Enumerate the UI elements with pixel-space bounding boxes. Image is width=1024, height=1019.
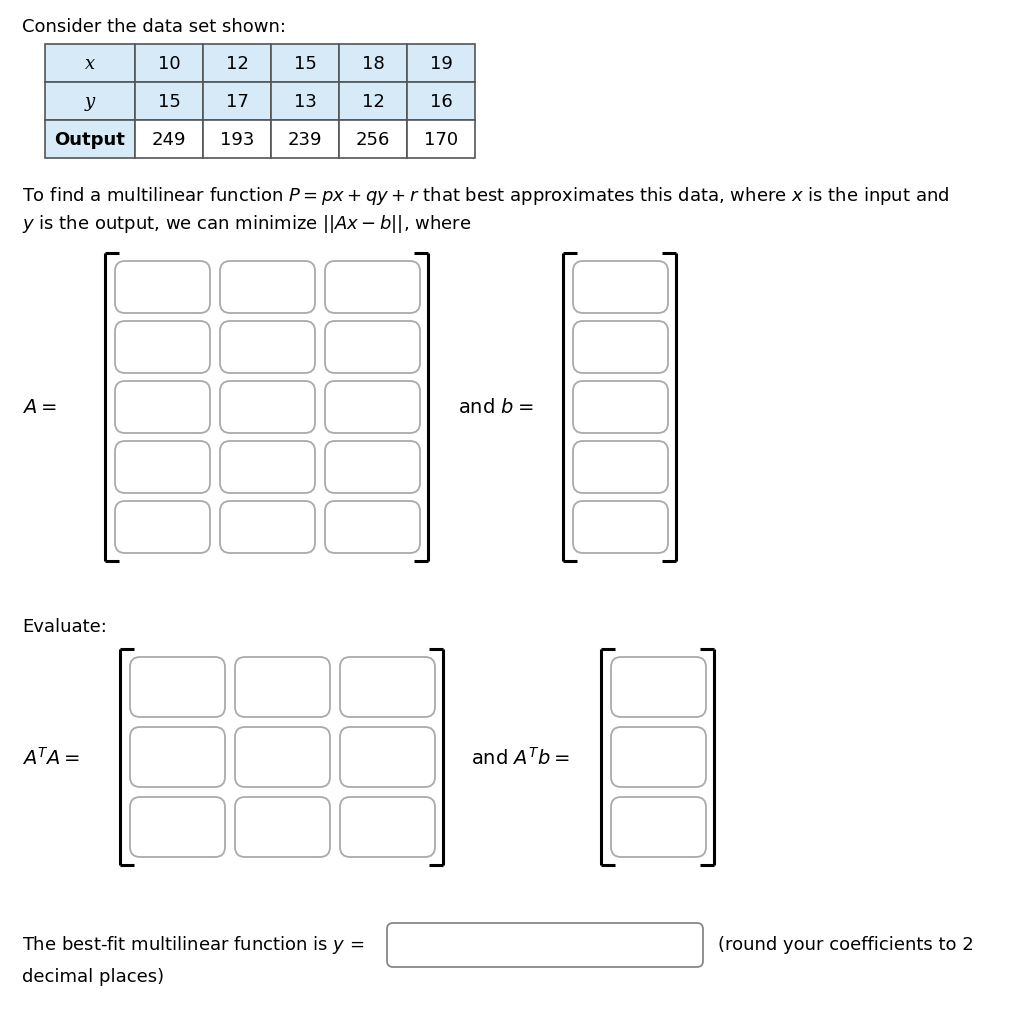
Text: and $A^T b =$: and $A^T b =$ xyxy=(471,746,570,768)
FancyBboxPatch shape xyxy=(611,657,706,717)
Text: and $b =$: and $b =$ xyxy=(458,398,534,417)
Text: $y$ is the output, we can minimize $||Ax - b||$, where: $y$ is the output, we can minimize $||Ax… xyxy=(22,213,471,234)
FancyBboxPatch shape xyxy=(573,262,668,314)
FancyBboxPatch shape xyxy=(340,797,435,857)
Text: 239: 239 xyxy=(288,130,323,149)
FancyBboxPatch shape xyxy=(130,728,225,788)
FancyBboxPatch shape xyxy=(115,441,210,493)
Text: 19: 19 xyxy=(429,55,453,73)
Text: 12: 12 xyxy=(361,93,384,111)
FancyBboxPatch shape xyxy=(325,382,420,433)
FancyBboxPatch shape xyxy=(203,121,271,159)
Text: Evaluate:: Evaluate: xyxy=(22,618,106,636)
Text: To find a multilinear function $P = px + qy + r$ that best approximates this dat: To find a multilinear function $P = px +… xyxy=(22,184,949,207)
Text: y: y xyxy=(85,93,95,111)
FancyBboxPatch shape xyxy=(325,501,420,553)
Text: 17: 17 xyxy=(225,93,249,111)
FancyBboxPatch shape xyxy=(325,322,420,374)
FancyBboxPatch shape xyxy=(115,262,210,314)
FancyBboxPatch shape xyxy=(130,797,225,857)
FancyBboxPatch shape xyxy=(135,83,203,121)
FancyBboxPatch shape xyxy=(611,797,706,857)
FancyBboxPatch shape xyxy=(234,728,330,788)
FancyBboxPatch shape xyxy=(271,83,339,121)
Text: 170: 170 xyxy=(424,130,458,149)
FancyBboxPatch shape xyxy=(130,657,225,717)
FancyBboxPatch shape xyxy=(220,382,315,433)
FancyBboxPatch shape xyxy=(340,657,435,717)
Text: 13: 13 xyxy=(294,93,316,111)
FancyBboxPatch shape xyxy=(573,382,668,433)
FancyBboxPatch shape xyxy=(271,45,339,83)
FancyBboxPatch shape xyxy=(339,45,407,83)
Text: 16: 16 xyxy=(430,93,453,111)
Text: 249: 249 xyxy=(152,130,186,149)
FancyBboxPatch shape xyxy=(573,441,668,493)
Text: 12: 12 xyxy=(225,55,249,73)
Text: The best-fit multilinear function is $y$ =: The best-fit multilinear function is $y$… xyxy=(22,933,365,955)
FancyBboxPatch shape xyxy=(220,501,315,553)
FancyBboxPatch shape xyxy=(611,728,706,788)
FancyBboxPatch shape xyxy=(573,322,668,374)
Text: Output: Output xyxy=(54,130,125,149)
Text: 15: 15 xyxy=(294,55,316,73)
Text: decimal places): decimal places) xyxy=(22,967,164,985)
FancyBboxPatch shape xyxy=(407,121,475,159)
FancyBboxPatch shape xyxy=(325,262,420,314)
FancyBboxPatch shape xyxy=(135,121,203,159)
FancyBboxPatch shape xyxy=(573,501,668,553)
FancyBboxPatch shape xyxy=(115,322,210,374)
Text: $A^T A =$: $A^T A =$ xyxy=(22,746,80,768)
Text: (round your coefficients to 2: (round your coefficients to 2 xyxy=(718,935,974,953)
FancyBboxPatch shape xyxy=(135,45,203,83)
FancyBboxPatch shape xyxy=(45,121,135,159)
Text: 256: 256 xyxy=(355,130,390,149)
FancyBboxPatch shape xyxy=(234,657,330,717)
Text: 193: 193 xyxy=(220,130,254,149)
Text: 15: 15 xyxy=(158,93,180,111)
FancyBboxPatch shape xyxy=(220,441,315,493)
Text: 18: 18 xyxy=(361,55,384,73)
FancyBboxPatch shape xyxy=(271,121,339,159)
FancyBboxPatch shape xyxy=(407,83,475,121)
FancyBboxPatch shape xyxy=(325,441,420,493)
Text: $A =$: $A =$ xyxy=(22,398,56,417)
Text: 10: 10 xyxy=(158,55,180,73)
Text: Consider the data set shown:: Consider the data set shown: xyxy=(22,18,286,36)
FancyBboxPatch shape xyxy=(339,121,407,159)
FancyBboxPatch shape xyxy=(203,45,271,83)
FancyBboxPatch shape xyxy=(220,322,315,374)
FancyBboxPatch shape xyxy=(234,797,330,857)
FancyBboxPatch shape xyxy=(407,45,475,83)
FancyBboxPatch shape xyxy=(115,501,210,553)
FancyBboxPatch shape xyxy=(203,83,271,121)
Text: x: x xyxy=(85,55,95,73)
FancyBboxPatch shape xyxy=(387,923,703,967)
FancyBboxPatch shape xyxy=(340,728,435,788)
FancyBboxPatch shape xyxy=(45,83,135,121)
FancyBboxPatch shape xyxy=(339,83,407,121)
FancyBboxPatch shape xyxy=(220,262,315,314)
FancyBboxPatch shape xyxy=(115,382,210,433)
FancyBboxPatch shape xyxy=(45,45,135,83)
